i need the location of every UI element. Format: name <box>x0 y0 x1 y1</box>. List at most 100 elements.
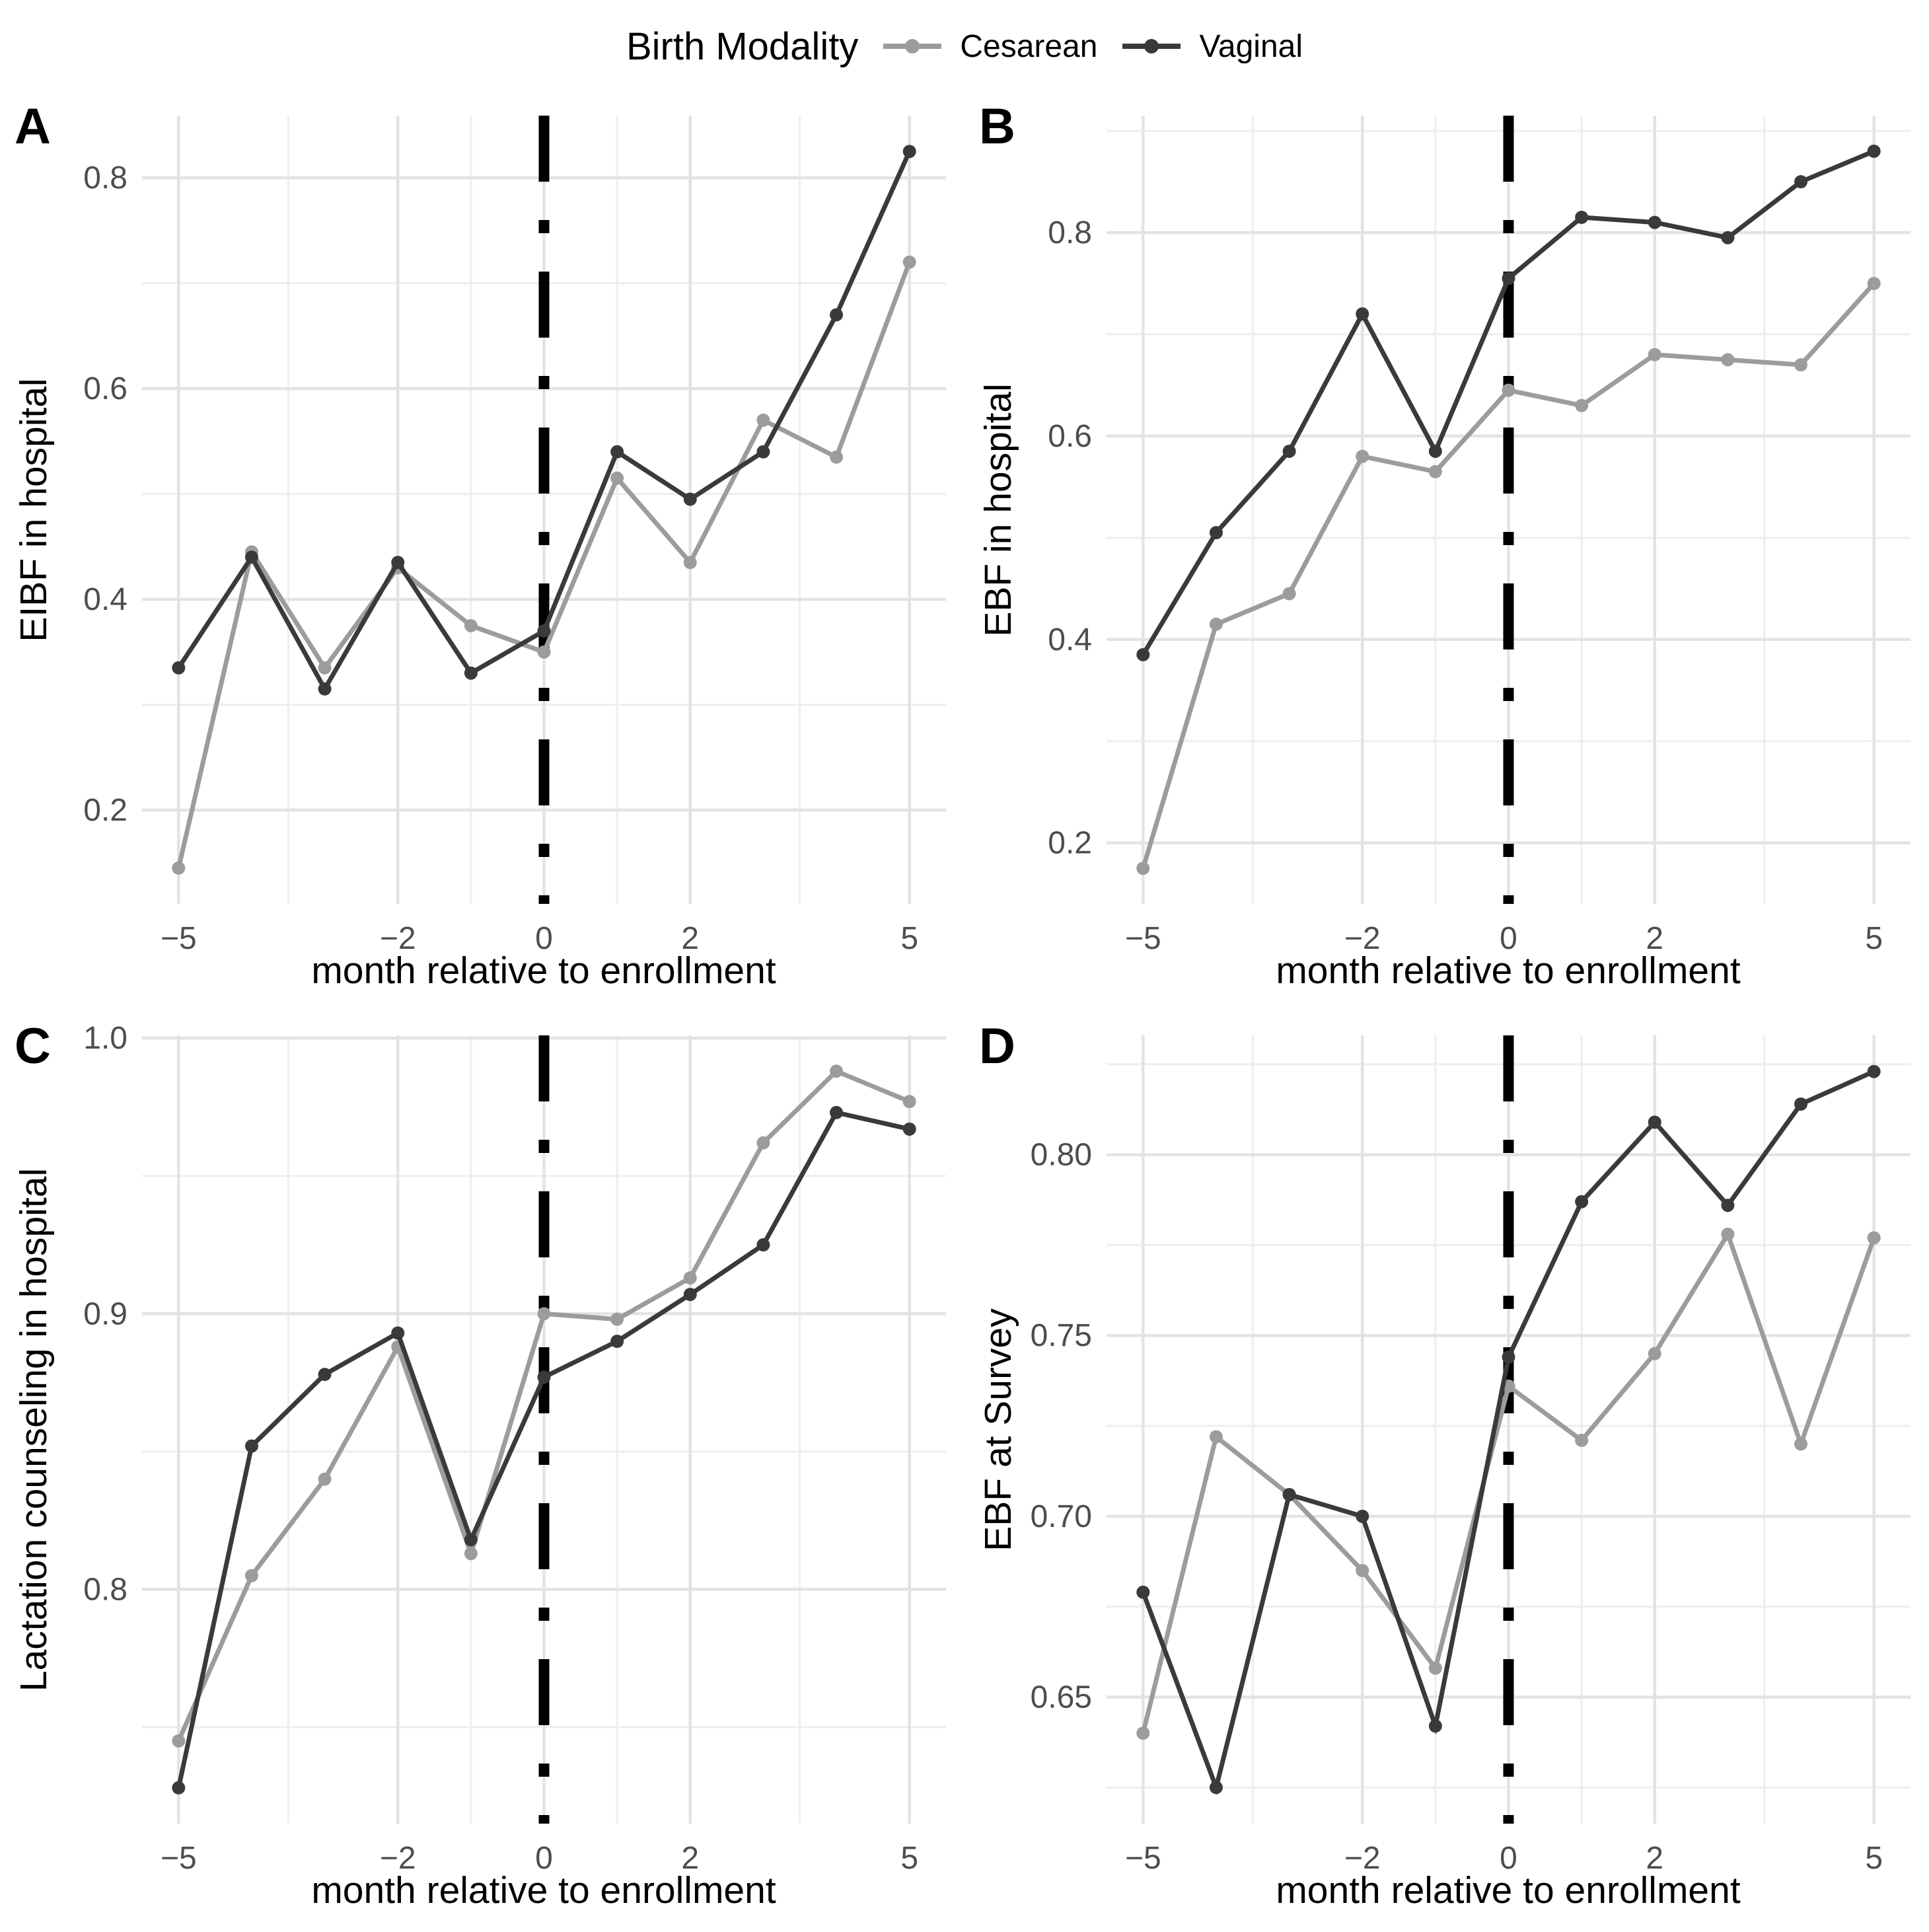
data-point <box>1356 1563 1369 1577</box>
x-tick-labels: −5 −2 0 2 5 <box>161 1841 918 1876</box>
gridlines-minor <box>1107 116 1911 904</box>
data-point <box>1209 1430 1223 1444</box>
x-axis-title: month relative to enrollment <box>311 949 776 992</box>
data-point <box>1282 1488 1296 1502</box>
svg-text:0.8: 0.8 <box>1048 215 1092 250</box>
svg-text:0.6: 0.6 <box>83 371 127 406</box>
data-point <box>1575 398 1589 412</box>
data-point <box>1282 587 1296 601</box>
panel-d: −5 −2 0 2 5 0.65 0.70 0.75 0.80 EBF at Survey mo… <box>964 1012 1929 1932</box>
plot-svg-c: −5 −2 0 2 5 0.8 0.9 1.0 Lactation counseling in… <box>13 1021 946 1912</box>
legend-key-cesarean-icon <box>883 39 942 54</box>
svg-text:5: 5 <box>900 1841 918 1876</box>
svg-text:0.2: 0.2 <box>83 793 127 828</box>
panel-letter: D <box>979 1018 1015 1074</box>
data-point <box>172 861 186 875</box>
series-vaginal <box>172 145 916 696</box>
data-point <box>1428 444 1442 458</box>
legend-title: Birth Modality <box>626 24 859 68</box>
svg-text:5: 5 <box>1865 921 1883 956</box>
data-point <box>1648 1347 1661 1360</box>
data-point <box>318 661 332 675</box>
svg-text:2: 2 <box>1646 921 1663 956</box>
data-point <box>1794 1097 1808 1111</box>
data-point <box>683 492 697 506</box>
svg-text:−5: −5 <box>1125 921 1161 956</box>
data-point <box>610 1312 624 1326</box>
panel-b: −5 −2 0 2 5 0.2 0.4 0.6 0.8 EBF in hospital mont… <box>964 93 1929 1012</box>
data-point <box>756 445 770 459</box>
data-point <box>464 618 478 632</box>
svg-text:0.75: 0.75 <box>1031 1318 1092 1353</box>
data-point <box>318 682 332 696</box>
y-tick-labels: 0.65 0.70 0.75 0.80 <box>1031 1138 1092 1715</box>
series-cesarean <box>1136 1227 1881 1740</box>
data-point <box>902 145 916 159</box>
svg-text:0.2: 0.2 <box>1048 826 1092 861</box>
data-point <box>830 308 844 322</box>
data-point <box>1721 1227 1735 1241</box>
data-point <box>1867 1231 1881 1245</box>
data-point <box>1209 526 1223 540</box>
data-point <box>1136 1585 1150 1599</box>
data-point <box>391 1326 405 1340</box>
svg-text:0: 0 <box>1500 921 1517 956</box>
data-point <box>683 1288 697 1302</box>
svg-text:5: 5 <box>900 921 918 956</box>
data-point <box>1502 1351 1515 1364</box>
svg-text:0.8: 0.8 <box>83 161 127 196</box>
data-point <box>610 445 624 459</box>
svg-text:0.4: 0.4 <box>1048 622 1092 657</box>
y-axis-title: EBF in hospital <box>977 383 1019 636</box>
data-point <box>756 413 770 427</box>
series-cesarean <box>1136 276 1881 875</box>
data-point <box>1721 353 1735 367</box>
data-point <box>1136 648 1150 661</box>
data-point <box>830 450 844 464</box>
data-point <box>610 1335 624 1349</box>
y-tick-labels: 0.8 0.9 1.0 <box>83 1021 127 1607</box>
y-axis-title: EBF at Survey <box>977 1308 1019 1551</box>
data-point <box>537 645 551 659</box>
data-point <box>1428 1719 1442 1733</box>
data-point <box>902 1122 916 1136</box>
y-axis-title: EIBF in hospital <box>13 378 55 642</box>
data-point <box>537 1370 551 1384</box>
data-point <box>318 1472 332 1486</box>
panel-letter: C <box>15 1018 51 1074</box>
data-point <box>244 550 258 564</box>
panel-letter: B <box>979 98 1015 155</box>
plot-svg-d: −5 −2 0 2 5 0.65 0.70 0.75 0.80 EBF at Survey mo… <box>977 1035 1911 1912</box>
data-point <box>1867 276 1881 290</box>
svg-text:2: 2 <box>681 1841 699 1876</box>
data-point <box>1356 1509 1369 1523</box>
data-point <box>1794 175 1808 189</box>
data-point <box>610 471 624 485</box>
data-point <box>830 1064 844 1078</box>
series-cesarean <box>172 1064 916 1748</box>
x-axis-title: month relative to enrollment <box>311 1869 776 1912</box>
svg-text:0.8: 0.8 <box>83 1572 127 1607</box>
x-axis-title: month relative to enrollment <box>1276 1869 1741 1912</box>
x-tick-labels: −5 −2 0 2 5 <box>161 921 918 956</box>
data-point <box>318 1368 332 1382</box>
svg-text:1.0: 1.0 <box>83 1021 127 1056</box>
data-point <box>1648 348 1661 361</box>
svg-text:0.6: 0.6 <box>1048 419 1092 454</box>
data-point <box>1867 1064 1881 1078</box>
svg-text:0.65: 0.65 <box>1031 1680 1092 1715</box>
svg-text:−2: −2 <box>380 1841 416 1876</box>
data-point <box>1282 444 1296 458</box>
data-point <box>683 1271 697 1285</box>
panel-a: −5 −2 0 2 5 0.2 0.4 0.6 0.8 EIBF in hospital mon… <box>0 93 964 1012</box>
data-point <box>537 1307 551 1321</box>
series-vaginal <box>172 1105 916 1795</box>
svg-text:−2: −2 <box>380 921 416 956</box>
data-point <box>683 556 697 570</box>
data-point <box>1575 1433 1589 1447</box>
plot-svg-a: −5 −2 0 2 5 0.2 0.4 0.6 0.8 EIBF in hospital mon… <box>13 116 946 992</box>
svg-text:−5: −5 <box>161 921 197 956</box>
panel-grid: −5 −2 0 2 5 0.2 0.4 0.6 0.8 EIBF in hospital mon… <box>0 93 1929 1932</box>
svg-text:0.70: 0.70 <box>1031 1499 1092 1534</box>
